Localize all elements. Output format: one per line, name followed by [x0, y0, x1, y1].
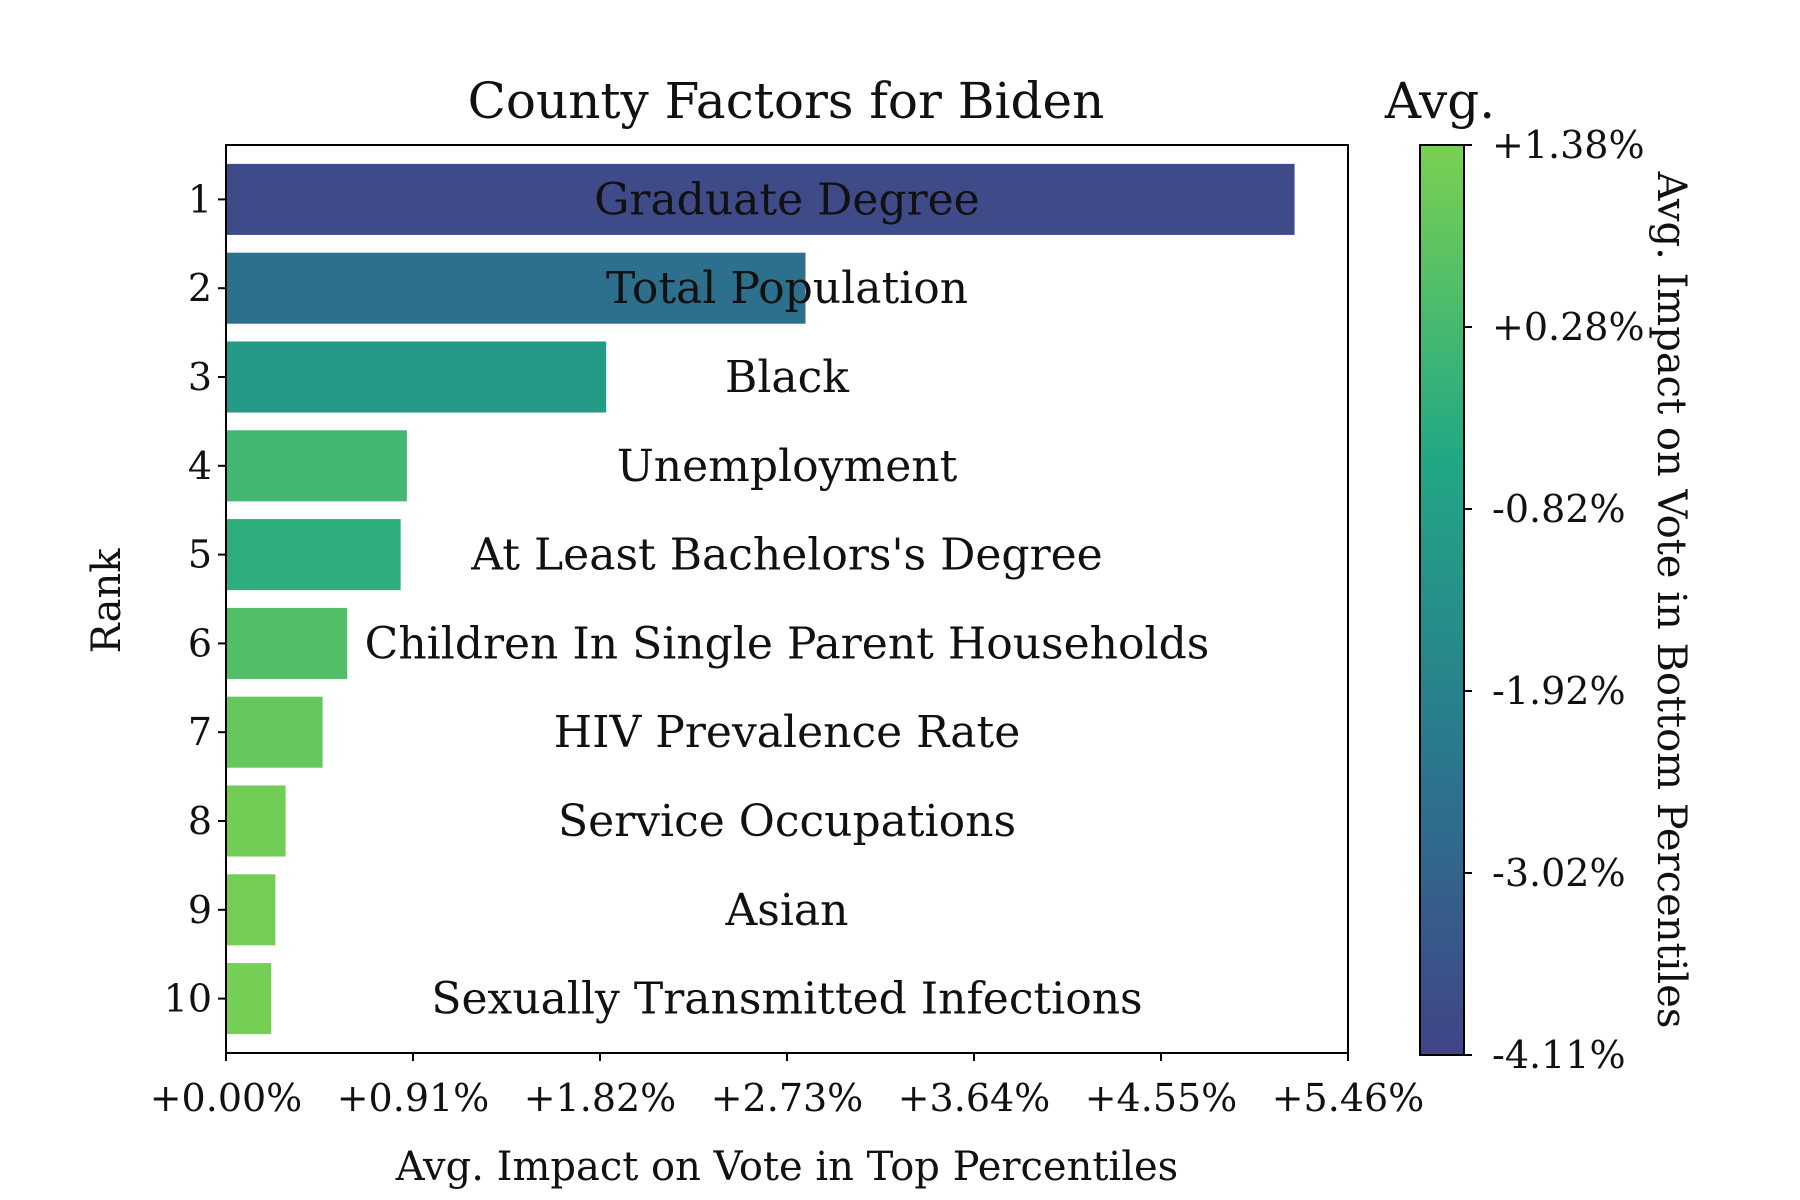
y-axis-label: Rank — [84, 548, 130, 654]
bar-label-7: HIV Prevalence Rate — [554, 707, 1021, 758]
bar-label-10: Sexually Transmitted Infections — [431, 974, 1142, 1025]
colorbar-ticks-group: -4.11% -3.02% -1.92% -0.82% +0.28% +1.38% — [1464, 123, 1645, 1077]
bar-label-1: Graduate Degree — [594, 174, 979, 225]
bar-labels-group: Graduate Degree Total Population Black Unem… — [365, 174, 1210, 1024]
bar-label-6: Children In Single Parent Households — [365, 618, 1210, 669]
colorbar-tick-label: -0.82% — [1492, 487, 1626, 531]
bar-1 — [226, 163, 1295, 235]
bar-label-9: Asian — [725, 885, 849, 936]
y-tick-label: 7 — [188, 710, 212, 754]
bar-2 — [226, 252, 806, 324]
colorbar-tick-label: +1.38% — [1492, 123, 1645, 167]
x-ticks-group: +0.00% +0.91% +1.82% +2.73% +3.64% +4.55% +5.4… — [150, 1053, 1425, 1120]
bar-4 — [226, 430, 407, 502]
x-tick-label: +0.91% — [337, 1076, 490, 1120]
colorbar-tick-label: -4.11% — [1492, 1033, 1626, 1077]
colorbar-title: Avg. — [1384, 72, 1495, 130]
bar-3 — [226, 341, 607, 413]
bars-group — [226, 163, 1295, 1035]
y-tick-label: 10 — [164, 977, 212, 1021]
bar-label-8: Service Occupations — [558, 796, 1016, 847]
x-tick-label: +2.73% — [711, 1076, 864, 1120]
y-tick-label: 3 — [188, 355, 212, 399]
x-tick-label: +4.55% — [1085, 1076, 1238, 1120]
colorbar-tick-label: -1.92% — [1492, 669, 1626, 713]
x-tick-label: +5.46% — [1272, 1076, 1425, 1120]
colorbar-tick-label: +0.28% — [1492, 305, 1645, 349]
y-tick-label: 4 — [188, 444, 212, 488]
bar-label-5: At Least Bachelors's Degree — [470, 530, 1102, 581]
bar-10 — [226, 963, 272, 1035]
y-tick-label: 6 — [188, 621, 212, 665]
bar-5 — [226, 519, 401, 591]
x-tick-label: +0.00% — [150, 1076, 303, 1120]
bar-label-4: Unemployment — [617, 441, 958, 492]
y-tick-label: 9 — [188, 888, 212, 932]
x-tick-label: +3.64% — [898, 1076, 1051, 1120]
bar-label-2: Total Population — [606, 263, 968, 314]
y-tick-label: 5 — [188, 533, 212, 577]
y-tick-label: 1 — [188, 177, 212, 221]
plot-frame — [225, 144, 1349, 1054]
x-axis-label: Avg. Impact on Vote in Top Percentiles — [395, 1144, 1178, 1190]
y-ticks-group: 1 2 3 4 5 6 7 8 9 10 — [164, 177, 226, 1021]
bar-7 — [226, 696, 323, 768]
bar-6 — [226, 607, 348, 679]
y-tick-label: 8 — [188, 799, 212, 843]
x-tick-label: +1.82% — [524, 1076, 677, 1120]
bar-9 — [226, 874, 276, 946]
colorbar — [1419, 144, 1465, 1056]
colorbar-label: Avg. Impact on Vote in Bottom Percentile… — [1648, 171, 1694, 1029]
chart-title: County Factors for Biden — [468, 72, 1105, 130]
y-tick-label: 2 — [188, 266, 212, 310]
bar-label-3: Black — [725, 352, 849, 403]
bar-8 — [226, 785, 286, 857]
colorbar-tick-label: -3.02% — [1492, 851, 1626, 895]
